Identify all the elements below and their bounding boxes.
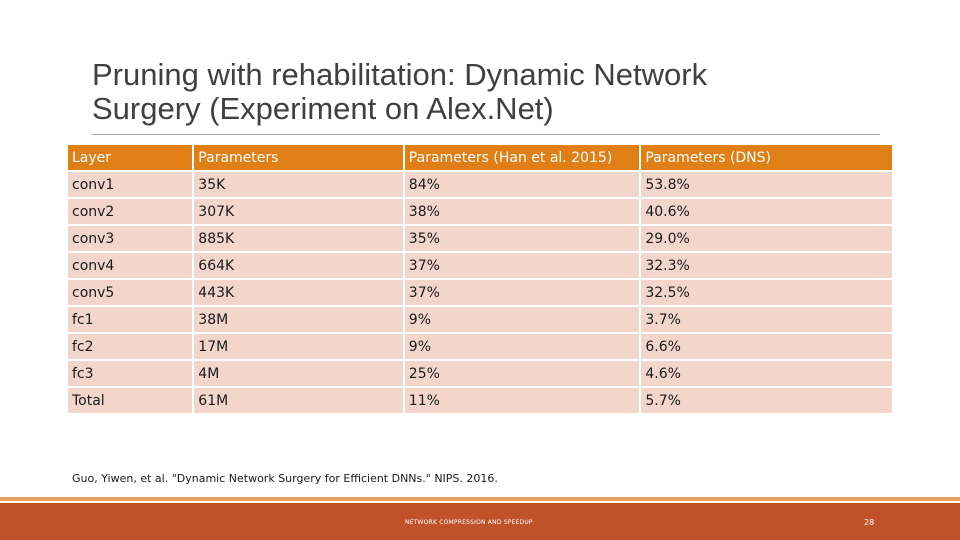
table-header-row: Layer Parameters Parameters (Han et al. …: [68, 145, 892, 170]
table-cell: 37%: [404, 280, 640, 305]
table-cell: 4M: [194, 361, 403, 386]
parameters-table: Layer Parameters Parameters (Han et al. …: [66, 143, 894, 415]
table-row: conv1 35K 84% 53.8%: [68, 172, 892, 197]
slide-title-line-2: Surgery (Experiment on Alex.Net): [92, 91, 554, 126]
footer-label: NETWORK COMPRESSION AND SPEEDUP: [405, 519, 533, 526]
header-cell: Parameters: [194, 145, 403, 170]
table-cell: 32.5%: [641, 280, 892, 305]
header-cell: Parameters (DNS): [641, 145, 892, 170]
slide-title: Pruning with rehabilitation: Dynamic Net…: [92, 58, 882, 126]
table-cell: 38%: [404, 199, 640, 224]
table-cell: conv5: [68, 280, 193, 305]
table-row: conv2 307K 38% 40.6%: [68, 199, 892, 224]
table-cell: 84%: [404, 172, 640, 197]
table-row: conv3 885K 35% 29.0%: [68, 226, 892, 251]
table-cell: 53.8%: [641, 172, 892, 197]
table-cell: 307K: [194, 199, 403, 224]
table-cell: 37%: [404, 253, 640, 278]
title-divider: [92, 134, 880, 135]
table-cell: 664K: [194, 253, 403, 278]
table-cell: 6.6%: [641, 334, 892, 359]
table-cell: 4.6%: [641, 361, 892, 386]
table-cell: conv4: [68, 253, 193, 278]
table-cell: 17M: [194, 334, 403, 359]
table-cell: 35%: [404, 226, 640, 251]
table-cell: 32.3%: [641, 253, 892, 278]
page-number: 28: [864, 518, 875, 527]
table-row: conv5 443K 37% 32.5%: [68, 280, 892, 305]
table-cell: 61M: [194, 388, 403, 413]
table-cell: conv2: [68, 199, 193, 224]
table-cell: 443K: [194, 280, 403, 305]
table-cell: Total: [68, 388, 193, 413]
table-cell: 885K: [194, 226, 403, 251]
slide-title-line-1: Pruning with rehabilitation: Dynamic Net…: [92, 57, 708, 92]
table-cell: fc2: [68, 334, 193, 359]
header-cell: Layer: [68, 145, 193, 170]
table-cell: 35K: [194, 172, 403, 197]
table-row: fc1 38M 9% 3.7%: [68, 307, 892, 332]
table-cell: 40.6%: [641, 199, 892, 224]
table-cell: 9%: [404, 307, 640, 332]
table-row: conv4 664K 37% 32.3%: [68, 253, 892, 278]
citation: Guo, Yiwen, et al. "Dynamic Network Surg…: [72, 472, 498, 485]
table-cell: fc3: [68, 361, 193, 386]
table-cell: fc1: [68, 307, 193, 332]
table-cell: 9%: [404, 334, 640, 359]
table-cell: 25%: [404, 361, 640, 386]
table-row: fc3 4M 25% 4.6%: [68, 361, 892, 386]
footer-bar: [0, 503, 960, 540]
table-cell: conv1: [68, 172, 193, 197]
header-cell: Parameters (Han et al. 2015): [404, 145, 640, 170]
footer-accent-stripe: [0, 497, 960, 501]
table-cell: 11%: [404, 388, 640, 413]
table-row: Total 61M 11% 5.7%: [68, 388, 892, 413]
table-cell: 3.7%: [641, 307, 892, 332]
table-cell: 38M: [194, 307, 403, 332]
table-row: fc2 17M 9% 6.6%: [68, 334, 892, 359]
table-cell: 5.7%: [641, 388, 892, 413]
table-cell: 29.0%: [641, 226, 892, 251]
table-cell: conv3: [68, 226, 193, 251]
